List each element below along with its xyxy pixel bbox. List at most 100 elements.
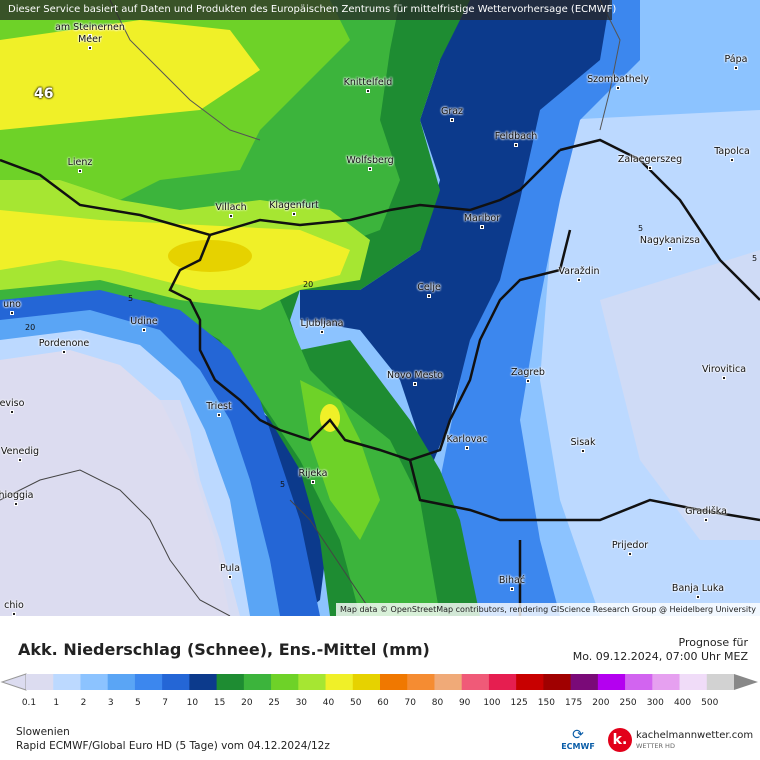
city-label-zalaegerszeg: Zalaegerszeg xyxy=(617,154,683,165)
scale-tick-label: 200 xyxy=(592,698,610,708)
scale-swatch-14 xyxy=(407,674,435,690)
city-label-hioggia: hioggia xyxy=(0,490,34,501)
brand-name: kachelmannwetter.com xyxy=(636,730,754,741)
scale-swatch-24 xyxy=(679,674,708,690)
city-label-klagenfurt: Klagenfurt xyxy=(269,200,319,211)
scale-swatch-19 xyxy=(543,674,572,690)
scale-swatch-3 xyxy=(107,674,136,690)
city-label-uno: uno xyxy=(3,299,21,310)
city-marker-lienz xyxy=(78,169,82,173)
scale-tick-label: 400 xyxy=(673,698,692,708)
city-marker-banja-luka xyxy=(696,595,700,599)
city-label-gradiska: Gradiška xyxy=(685,506,727,517)
border-slovenia xyxy=(168,229,572,462)
city-label-am-steinernen: am Steinernen xyxy=(55,22,125,33)
city-marker-maribor xyxy=(480,225,484,229)
scale-tick-label: 50 xyxy=(350,698,362,708)
scale-swatch-23 xyxy=(652,674,681,690)
city-marker-feldbach xyxy=(514,143,518,147)
kachelmann-icon: k. xyxy=(608,728,632,752)
city-marker-gradiska xyxy=(704,518,708,522)
city-label-papa: Pápa xyxy=(724,54,748,65)
coast-2 xyxy=(289,499,371,611)
coast-1 xyxy=(0,469,231,616)
scale-tick-label: 15 xyxy=(213,698,226,708)
city-marker-karlovac xyxy=(465,446,469,450)
city-label-eviso: eviso xyxy=(0,398,25,409)
scale-swatch-2 xyxy=(80,674,109,690)
map-canvas xyxy=(0,0,760,616)
city-label-chio: chio xyxy=(4,600,24,611)
scale-tick-label: 0.1 xyxy=(21,698,37,708)
dark-blue-core xyxy=(300,0,610,470)
scale-tick-label: 25 xyxy=(268,698,280,708)
city-marker-graz xyxy=(450,118,454,122)
city-label-venedig: Venedig xyxy=(0,446,40,457)
city-label-lienz: Lienz xyxy=(67,157,93,168)
border-bosnia xyxy=(408,459,760,522)
scale-swatch-21 xyxy=(597,674,626,690)
city-marker-triest xyxy=(217,413,221,417)
light-green-south xyxy=(300,380,380,540)
map-attribution: Map data © OpenStreetMap contributors, r… xyxy=(336,603,760,616)
city-label-varazdin: Varaždin xyxy=(558,266,600,277)
scale-tick-label: 2 xyxy=(80,698,87,708)
city-marker-wolfsberg xyxy=(368,167,372,171)
city-label-bihac: Bihać xyxy=(498,575,526,586)
city-label-banja-luka: Banja Luka xyxy=(671,583,725,594)
city-marker-nagykanizsa xyxy=(668,247,672,251)
scale-arrow-right xyxy=(734,674,758,690)
city-label-celje: Celje xyxy=(417,282,441,293)
forecast-date: Mo. 09.12.2024, 07:00 Uhr MEZ xyxy=(572,650,748,663)
city-marker-venedig xyxy=(18,458,22,462)
isoline-label-iso-5-c: 5 xyxy=(638,224,644,233)
chart-title: Akk. Niederschlag (Schnee), Ens.-Mittel … xyxy=(18,640,430,659)
city-label-maribor: Maribor xyxy=(463,213,501,224)
city-label-prijedor: Prijedor xyxy=(611,540,649,551)
precipitation-map[interactable]: Dieser Service basiert auf Daten und Pro… xyxy=(0,0,760,616)
city-marker-prijedor xyxy=(628,552,632,556)
yellow-north xyxy=(0,20,260,130)
city-label-sisak: Sisak xyxy=(570,437,596,448)
scale-tick-label: 100 xyxy=(483,698,501,708)
city-marker-am-steinernen xyxy=(88,34,92,38)
scale-tick-label: 5 xyxy=(135,698,141,708)
city-label-nagykanizsa: Nagykanizsa xyxy=(639,235,701,246)
city-marker-udine xyxy=(142,328,146,332)
scale-tick-label: 1 xyxy=(53,698,60,708)
city-label-feldbach: Feldbach xyxy=(494,131,538,142)
scale-arrow-left xyxy=(0,673,27,691)
scale-swatch-11 xyxy=(325,674,354,690)
scale-swatch-5 xyxy=(162,674,190,690)
scale-swatch-15 xyxy=(434,674,463,690)
city-label-villach: Villach xyxy=(215,202,247,213)
scale-tick-label: 20 xyxy=(241,698,253,708)
city-label-novo-mesto: Novo Mesto xyxy=(387,370,443,381)
city-marker-klagenfurt xyxy=(292,212,296,216)
city-marker-szombathely xyxy=(616,86,620,90)
city-label-triest: Triest xyxy=(206,401,232,412)
city-label-meer: Meer xyxy=(78,34,102,45)
dark-yellow-patch xyxy=(168,240,252,272)
model-run: Rapid ECMWF/Global Euro HD (5 Tage) vom … xyxy=(16,740,330,752)
scale-tick-label: 150 xyxy=(537,698,555,708)
scale-tick-label: 7 xyxy=(162,698,169,708)
city-marker-eviso xyxy=(10,410,14,414)
scale-swatch-20 xyxy=(570,674,599,690)
city-marker-zagreb xyxy=(526,379,530,383)
city-marker-villach xyxy=(229,214,233,218)
city-marker-chio xyxy=(12,612,16,616)
scale-swatch-6 xyxy=(189,674,218,690)
ecmwf-label: ECMWF xyxy=(561,742,595,751)
scale-swatch-25 xyxy=(706,674,735,690)
city-marker-varazdin xyxy=(577,278,581,282)
scale-swatch-1 xyxy=(53,674,81,690)
scale-swatch-22 xyxy=(625,674,653,690)
city-label-wolfsberg: Wolfsberg xyxy=(346,155,394,166)
city-label-pula: Pula xyxy=(219,563,241,574)
scale-swatch-16 xyxy=(461,674,490,690)
city-marker-virovitica xyxy=(722,376,726,380)
isoline-label-iso-5-d: 5 xyxy=(752,254,758,263)
city-marker-uno xyxy=(10,311,14,315)
scale-swatch-13 xyxy=(380,674,408,690)
